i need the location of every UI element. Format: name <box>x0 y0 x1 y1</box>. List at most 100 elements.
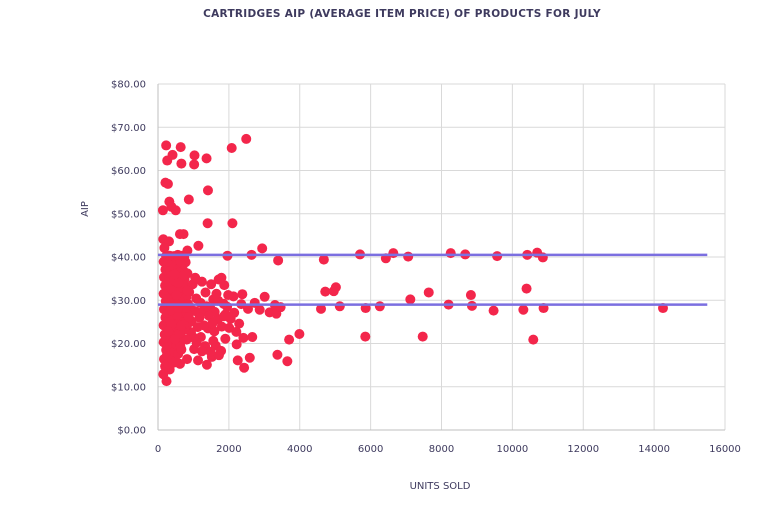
data-point <box>417 331 428 342</box>
data-point <box>318 254 329 265</box>
data-point <box>171 290 182 301</box>
data-point <box>194 312 205 323</box>
data-point <box>201 153 212 164</box>
data-point <box>320 286 331 297</box>
data-point <box>169 269 180 280</box>
x-tick-label: 0 <box>155 444 161 455</box>
data-point <box>254 304 265 315</box>
data-point <box>158 369 169 380</box>
y-tick-label: $50.00 <box>111 209 146 220</box>
data-point <box>163 326 174 337</box>
data-point <box>488 305 499 316</box>
data-point <box>223 290 234 301</box>
data-point <box>206 279 217 290</box>
data-point <box>227 218 238 229</box>
data-point <box>176 158 187 169</box>
x-tick-label: 16000 <box>709 444 741 455</box>
data-point <box>207 318 218 329</box>
data-point <box>159 242 170 253</box>
data-point <box>201 359 212 370</box>
data-point <box>193 355 204 366</box>
data-point <box>220 309 231 320</box>
data-point <box>492 251 503 262</box>
x-tick-label: 10000 <box>496 444 528 455</box>
data-point <box>213 350 224 361</box>
data-point <box>330 282 341 293</box>
data-point <box>201 301 212 312</box>
y-tick-label: $20.00 <box>111 339 146 350</box>
data-point <box>216 272 227 283</box>
y-tick-label: $40.00 <box>111 253 146 264</box>
x-tick-label: 14000 <box>638 444 670 455</box>
data-point <box>202 185 213 196</box>
data-point <box>200 287 211 298</box>
data-point <box>234 318 245 329</box>
data-point <box>229 307 240 318</box>
data-point <box>257 243 268 254</box>
data-point <box>259 291 270 302</box>
data-point <box>360 331 371 342</box>
data-point <box>239 362 250 373</box>
gridlines <box>158 83 726 430</box>
data-point <box>232 355 243 366</box>
y-tick-label: $0.00 <box>117 426 146 437</box>
y-tick-label: $60.00 <box>111 166 146 177</box>
data-point <box>388 248 399 259</box>
data-point <box>334 301 345 312</box>
data-point <box>189 159 200 170</box>
data-point <box>199 320 210 331</box>
y-tick-label: $70.00 <box>111 123 146 134</box>
data-point <box>182 285 193 296</box>
data-point <box>202 218 213 229</box>
data-point <box>183 312 194 323</box>
data-point <box>521 283 532 294</box>
y-tick-label: $10.00 <box>111 382 146 393</box>
data-point <box>294 328 305 339</box>
data-point <box>465 290 476 301</box>
data-points <box>157 133 668 387</box>
data-point <box>405 294 416 305</box>
data-point <box>220 333 231 344</box>
data-point <box>196 346 207 357</box>
data-point <box>423 287 434 298</box>
data-point <box>231 339 242 350</box>
data-point <box>170 205 181 216</box>
data-point <box>241 133 252 144</box>
data-point <box>161 140 172 151</box>
data-point <box>237 289 248 300</box>
data-point <box>193 240 204 251</box>
data-point <box>238 332 249 343</box>
data-point <box>162 155 173 166</box>
data-point <box>284 334 295 345</box>
data-point <box>176 320 187 331</box>
data-point <box>178 229 189 240</box>
data-point <box>211 288 222 299</box>
data-point <box>181 334 192 345</box>
tick-labels: $0.00 $10.00 $20.00 $30.00 $40.00 $50.00 $60.0… <box>111 80 741 456</box>
data-point <box>175 142 186 153</box>
data-point <box>528 334 539 345</box>
reference-lines <box>158 253 708 306</box>
data-point <box>183 194 194 205</box>
data-point <box>466 300 477 311</box>
x-tick-label: 4000 <box>287 444 312 455</box>
y-axis-label: AIP <box>80 201 91 217</box>
data-point <box>182 354 193 365</box>
data-point <box>205 346 216 357</box>
x-axis-label: UNITS SOLD <box>410 481 471 492</box>
chart-title: CARTRIDGES AIP (AVERAGE ITEM PRICE) OF P… <box>203 8 601 20</box>
data-point <box>157 205 168 216</box>
data-point <box>173 277 184 288</box>
data-point <box>272 349 283 360</box>
data-point <box>247 332 258 343</box>
data-point <box>189 150 200 161</box>
data-point <box>216 321 227 332</box>
x-tick-label: 2000 <box>216 444 241 455</box>
data-point <box>403 251 414 262</box>
data-point <box>162 178 173 189</box>
data-point <box>208 335 219 346</box>
data-point <box>244 352 255 363</box>
y-tick-label: $80.00 <box>111 80 146 91</box>
data-point <box>374 301 385 312</box>
